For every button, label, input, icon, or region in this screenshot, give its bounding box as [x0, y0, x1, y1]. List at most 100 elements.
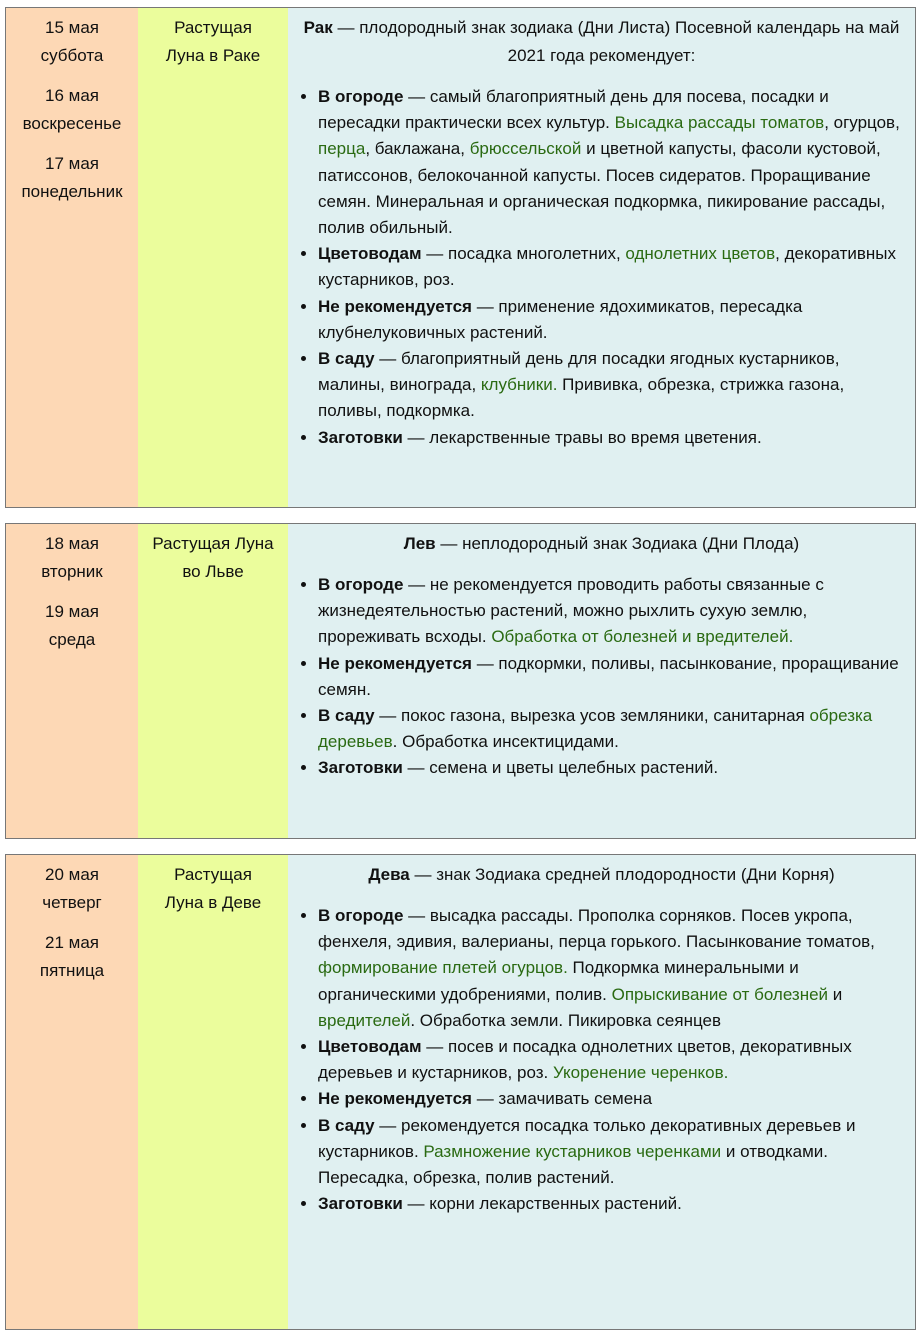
text-segment: , баклажана, — [365, 139, 470, 159]
section-label: В саду — [318, 1115, 375, 1135]
weekday: понедельник — [21, 182, 123, 201]
moon-phase: во Льве — [182, 562, 244, 581]
section-label: В огороде — [318, 575, 404, 594]
section-label: Не рекомендуется — [318, 653, 472, 673]
day: 17 мая понедельник — [6, 150, 138, 206]
moon-phase: Растущая — [174, 18, 252, 37]
moon-phase: Растущая — [174, 865, 252, 884]
calendar-block: 20 мая четверг 21 мая пятница Растущая Луна в… — [5, 854, 916, 1330]
plant-link[interactable]: Опрыскивание от болезней — [611, 984, 829, 1004]
plant-link[interactable]: перца — [318, 139, 366, 159]
recommendation-list: В огороде — не рекомендуется проводить р… — [318, 572, 907, 782]
dates-cell: 18 мая вторник 19 мая среда — [5, 523, 138, 839]
date: 20 мая — [45, 865, 99, 884]
weekday: среда — [48, 630, 96, 649]
dates-cell: 20 мая четверг 21 мая пятница — [5, 854, 138, 1330]
zodiac-heading: Дева — знак Зодиака средней плодородност… — [288, 861, 915, 889]
text-segment: , огурцов, — [824, 113, 900, 133]
text-segment: Подкормка минеральными и органическими у… — [318, 958, 799, 1004]
weekday: вторник — [41, 562, 103, 581]
list-item: Заготовки — корни лекарственных растений… — [318, 1191, 907, 1217]
text-segment: и цветной капусты, фасоли кустовой, пати… — [318, 139, 886, 238]
section-label: В саду — [318, 706, 375, 726]
text-segment: — применение ядохимикатов, пересадка клу… — [318, 296, 803, 342]
plant-link[interactable]: Высадка рассады томатов — [614, 113, 825, 133]
list-item: Заготовки — семена и цветы целебных раст… — [318, 755, 907, 781]
list-item: Не рекомендуется — применение ядохимикат… — [318, 294, 907, 346]
text-segment: — высадка рассады. Прополка сорняков. По… — [318, 906, 875, 952]
zodiac-heading: Рак — плодородный знак зодиака (Дни Лист… — [288, 14, 915, 70]
dates-cell: 15 мая суббота 16 мая воскресенье 17 мая поне… — [5, 7, 138, 508]
recommendation-list: В огороде — самый благоприятный день для… — [318, 84, 907, 451]
section-label: Цветоводам — [318, 244, 422, 264]
recommendations-cell: Рак — плодородный знак зодиака (Дни Лист… — [288, 7, 916, 508]
list-item: Заготовки — лекарственные травы во время… — [318, 425, 907, 451]
text-segment: — посадка многолетних, — [421, 244, 626, 264]
plant-link[interactable]: вредителей — [318, 1010, 411, 1030]
date: 17 мая — [45, 154, 99, 173]
list-item: В саду — покос газона, вырезка усов земл… — [318, 703, 907, 755]
plant-link[interactable]: клубники. — [480, 375, 558, 395]
moon-phase: Растущая Луна — [152, 534, 274, 553]
text-segment: — подкормки, поливы, пасынкование, прора… — [318, 653, 899, 699]
weekday: воскресенье — [22, 114, 122, 133]
weekday: четверг — [42, 893, 102, 912]
text-segment: Прививка, обрезка, стрижка газона, полив… — [318, 375, 845, 421]
list-item: В саду — рекомендуется посадка только де… — [318, 1113, 907, 1192]
plant-link[interactable]: Размножение кустарников черенками — [423, 1141, 722, 1161]
moon-phase: Луна в Раке — [165, 46, 261, 65]
day: 19 мая среда — [6, 598, 138, 654]
text-segment: и — [828, 984, 843, 1004]
plant-link[interactable]: Укоренение черенков. — [552, 1063, 729, 1083]
text-segment: — благоприятный день для посадки ягодных… — [318, 349, 840, 395]
day: 20 мая четверг — [6, 861, 138, 917]
plant-link[interactable]: Обработка от болезней и вредителей. — [491, 627, 794, 647]
moon-cell: Растущая Луна во Льве — [138, 523, 288, 839]
text-segment: — посев и посадка однолетних цветов, дек… — [318, 1037, 852, 1083]
text-segment: — лекарственные травы во время цветения. — [402, 427, 762, 447]
list-item: Не рекомендуется — подкормки, поливы, па… — [318, 651, 907, 703]
list-item: В огороде — самый благоприятный день для… — [318, 84, 907, 241]
text-segment: — самый благоприятный день для посева, п… — [318, 87, 829, 133]
section-label: В саду — [318, 349, 375, 369]
text-segment: — не рекомендуется проводить работы связ… — [318, 575, 824, 647]
plant-link[interactable]: обрезка деревьев — [318, 706, 873, 752]
day: 15 мая суббота — [6, 14, 138, 70]
text-segment: . Обработка инсектицидами. — [392, 732, 619, 752]
moon-cell: Растущая Луна в Раке — [138, 7, 288, 508]
list-item: В саду — благоприятный день для посадки … — [318, 346, 907, 425]
section-label: В огороде — [318, 906, 404, 925]
date: 21 мая — [45, 933, 99, 952]
calendar-block: 15 мая суббота 16 мая воскресенье 17 мая поне… — [5, 7, 916, 508]
section-label: Заготовки — [318, 758, 403, 778]
text-segment: — семена и цветы целебных растений. — [402, 758, 719, 778]
text-segment: , декоративных кустарников, роз. — [318, 244, 897, 290]
recommendations-cell: Дева — знак Зодиака средней плодородност… — [288, 854, 916, 1330]
section-label: В огороде — [318, 87, 404, 106]
text-segment: — покос газона, вырезка усов земляники, … — [374, 706, 810, 726]
plant-link[interactable]: однолетних цветов — [625, 244, 776, 264]
text-segment: . Обработка земли. Пикировка сеянцев — [410, 1010, 722, 1030]
text-segment: — замачивать семена — [471, 1089, 653, 1109]
date: 19 мая — [45, 602, 99, 621]
list-item: Цветоводам — посадка многолетних, одноле… — [318, 241, 907, 293]
list-item: Не рекомендуется — замачивать семена — [318, 1086, 907, 1112]
text-segment: и отводками. Пересадка, обрезка, полив р… — [318, 1141, 829, 1188]
plant-link[interactable]: брюссельской — [469, 139, 582, 159]
calendar-block: 18 мая вторник 19 мая среда Растущая Луна во … — [5, 523, 916, 839]
date: 15 мая — [45, 18, 99, 37]
text-segment: — корни лекарственных растений. — [402, 1194, 682, 1214]
text-segment: — плодородный знак зодиака (Дни Листа) П… — [332, 18, 900, 65]
section-label: Дева — [368, 865, 410, 884]
moon-cell: Растущая Луна в Деве — [138, 854, 288, 1330]
section-label: Цветоводам — [318, 1037, 422, 1057]
date: 16 мая — [45, 86, 99, 105]
section-label: Заготовки — [318, 1194, 403, 1214]
plant-link[interactable]: формирование плетей огурцов. — [318, 958, 568, 978]
text-segment: — знак Зодиака средней плодородности (Дн… — [409, 865, 835, 884]
section-label: Лев — [403, 534, 436, 553]
text-segment: — неплодородный знак Зодиака (Дни Плода) — [435, 534, 800, 553]
weekday: суббота — [40, 46, 104, 65]
moon-phase: Луна в Деве — [164, 893, 262, 912]
list-item: В огороде — не рекомендуется проводить р… — [318, 572, 907, 651]
